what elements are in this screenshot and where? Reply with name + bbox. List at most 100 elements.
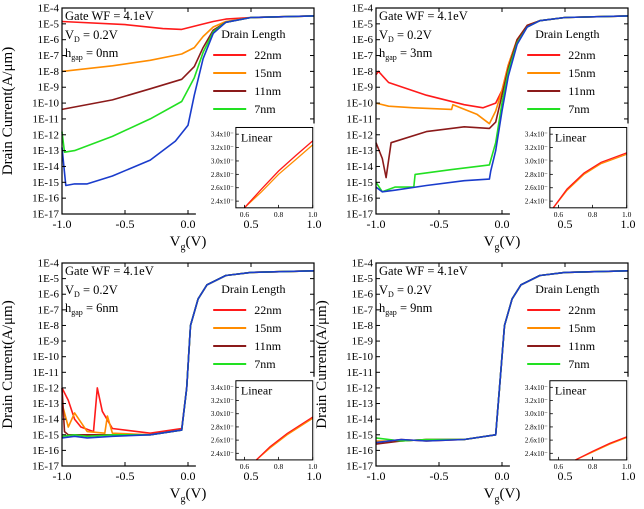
- x-tick-label: 0.5: [244, 217, 259, 231]
- inset-y-tick-label: 2.4x10⁻: [525, 198, 548, 206]
- inset-x-tick-label: 1.0: [308, 462, 318, 471]
- gap-height-label: hgap = 6nm: [65, 301, 119, 317]
- x-tick-label: 1.0: [621, 217, 636, 231]
- gap-height-label: hgap = 9nm: [379, 301, 433, 317]
- y-tick-label: 1E-8: [352, 320, 374, 332]
- annotations: Gate WF = 4.1eV VD = 0.2V hgap = 3nm: [379, 9, 468, 62]
- series-line-3nm: [375, 15, 629, 193]
- y-tick-label: 1E-11: [33, 113, 59, 125]
- inset-x-tick-label: 0.8: [588, 210, 598, 219]
- panel-top-left: 1E-17 1E-16 1E-15 1E-14 1E-13 1E-12 1E-11 1E-10…: [0, 3, 322, 254]
- inset-background: [195, 376, 315, 472]
- panel-top-right: 1E-17 1E-16 1E-15 1E-14 1E-13 1E-12 1E-11 1E-10…: [346, 3, 635, 254]
- y-tick-label: 1E-13: [32, 145, 59, 157]
- inset-curve-15nm: [243, 144, 314, 209]
- inset-y-tick-label: 2.8x10⁻: [211, 423, 234, 431]
- inset-linear: Linear 2.4x10⁻ 2.6x10⁻ 2.8x10⁻ 3.0x10⁻ 3.2x10…: [509, 123, 632, 220]
- inset-y-tick-label: 3.2x10⁻: [211, 144, 234, 152]
- inset-y-tick-label: 3.4x10⁻: [525, 131, 548, 139]
- x-tick-label: 0.5: [558, 469, 573, 483]
- y-tick-label: 1E-17: [32, 461, 59, 473]
- x-tick-label: -0.5: [116, 217, 135, 231]
- x-tick-label: -0.5: [116, 469, 135, 483]
- y-tick-label: 1E-4: [352, 258, 374, 270]
- inset-y-tick-label: 2.8x10⁻: [211, 171, 234, 179]
- legend: Drain Length22nm15nm11nm7nm3nm: [213, 27, 286, 134]
- legend-label-11nm: 11nm: [568, 339, 596, 353]
- inset-x-tick-label: 0.6: [240, 210, 250, 219]
- y-tick-label: 1E-5: [38, 273, 60, 285]
- legend-label-22nm: 22nm: [254, 48, 282, 62]
- annotations: Gate WF = 4.1eV VD = 0.2V hgap = 6nm: [65, 264, 154, 317]
- inset-y-tick-label: 3.2x10⁻: [525, 144, 548, 152]
- legend-label-15nm: 15nm: [568, 321, 596, 335]
- gate-wf-label: Gate WF = 4.1eV: [65, 264, 154, 278]
- legend-label-7nm: 7nm: [568, 357, 590, 371]
- inset-frame: [549, 126, 628, 209]
- y-tick-label: 1E-13: [32, 398, 59, 410]
- inset-y-tick-label: 2.8x10⁻: [525, 171, 548, 179]
- x-axis-label: Vg(V): [170, 234, 207, 253]
- x-tick-label: -0.5: [430, 469, 449, 483]
- y-axis-label: Drain Current(A/μm): [0, 47, 16, 175]
- inset-x-tick-label: 0.8: [274, 462, 284, 471]
- x-tick-label: 0.5: [558, 217, 573, 231]
- legend-label-11nm: 11nm: [568, 84, 596, 98]
- x-axis-label: Vg(V): [484, 234, 521, 253]
- y-tick-label: 1E-16: [32, 193, 59, 205]
- x-tick-label: 0.0: [495, 469, 510, 483]
- legend-label-7nm: 7nm: [254, 102, 276, 116]
- y-tick-label: 1E-14: [346, 414, 373, 426]
- inset-curve-22nm: [255, 416, 314, 461]
- inset-y-tick-label: 3.0x10⁻: [211, 157, 234, 165]
- y-tick-label: 1E-10: [346, 351, 373, 363]
- inset-x-tick-label: 0.6: [554, 210, 564, 219]
- y-tick-label: 1E-6: [38, 34, 60, 46]
- x-tick-label: 0.0: [495, 217, 510, 231]
- gap-height-label: hgap = 0nm: [65, 46, 119, 62]
- legend-title: Drain Length: [535, 282, 599, 296]
- y-tick-label: 1E-15: [346, 429, 373, 441]
- legend-label-11nm: 11nm: [254, 339, 282, 353]
- legend-label-7nm: 7nm: [568, 102, 590, 116]
- y-tick-label: 1E-15: [346, 177, 373, 189]
- legend-label-22nm: 22nm: [568, 48, 596, 62]
- x-axis: -1.0 -0.5 0.0 0.5 1.0: [367, 263, 636, 483]
- y-tick-label: 1E-12: [32, 129, 59, 141]
- inset-background: [195, 123, 315, 220]
- y-axis-label: Drain Current(A/μm): [314, 300, 330, 428]
- inset-y-tick-label: 3.0x10⁻: [525, 157, 548, 165]
- x-axis: -1.0 -0.5 0.0 0.5 1.0: [53, 263, 322, 483]
- y-tick-label: 1E-9: [352, 82, 374, 94]
- y-tick-label: 1E-9: [38, 82, 60, 94]
- inset-curve-22nm: [243, 140, 314, 209]
- inset-y-tick-label: 3.4x10⁻: [211, 384, 234, 392]
- y-tick-label: 1E-5: [352, 18, 374, 30]
- inset-y-tick-label: 3.4x10⁻: [525, 384, 548, 392]
- y-tick-label: 1E-10: [346, 98, 373, 110]
- legend-label-22nm: 22nm: [568, 303, 596, 317]
- drain-voltage-label: VD = 0.2V: [65, 28, 118, 44]
- inset-y-tick-label: 3.0x10⁻: [525, 410, 548, 418]
- inset-x-tick-label: 0.8: [274, 210, 284, 219]
- y-axis-label: Drain Current(A/μm): [0, 300, 16, 428]
- y-tick-label: 1E-7: [38, 304, 60, 316]
- inset-y-tick-label: 2.6x10⁻: [525, 437, 548, 445]
- x-axis: -1.0 -0.5 0.0 0.5 1.0: [53, 8, 322, 231]
- legend: Drain Length22nm15nm11nm7nm3nm: [213, 282, 286, 389]
- inset-y-tick-label: 2.6x10⁻: [525, 184, 548, 192]
- y-tick-label: 1E-10: [32, 98, 59, 110]
- y-tick-label: 1E-15: [32, 177, 59, 189]
- x-tick-label: -1.0: [367, 217, 386, 231]
- inset-frame: [235, 380, 314, 461]
- x-axis-label: Vg(V): [170, 486, 207, 505]
- inset-linear: Linear 2.4x10⁻ 2.6x10⁻ 2.8x10⁻ 3.0x10⁻ 3.2x10…: [195, 123, 318, 220]
- legend-label-15nm: 15nm: [568, 66, 596, 80]
- y-tick-label: 1E-7: [38, 50, 60, 62]
- gate-wf-label: Gate WF = 4.1eV: [65, 9, 154, 23]
- drain-voltage-label: VD = 0.2V: [65, 283, 118, 299]
- y-tick-label: 1E-11: [33, 367, 59, 379]
- inset-y-tick-label: 2.4x10⁻: [211, 450, 234, 458]
- y-tick-label: 1E-9: [352, 336, 374, 348]
- y-tick-label: 1E-9: [38, 336, 60, 348]
